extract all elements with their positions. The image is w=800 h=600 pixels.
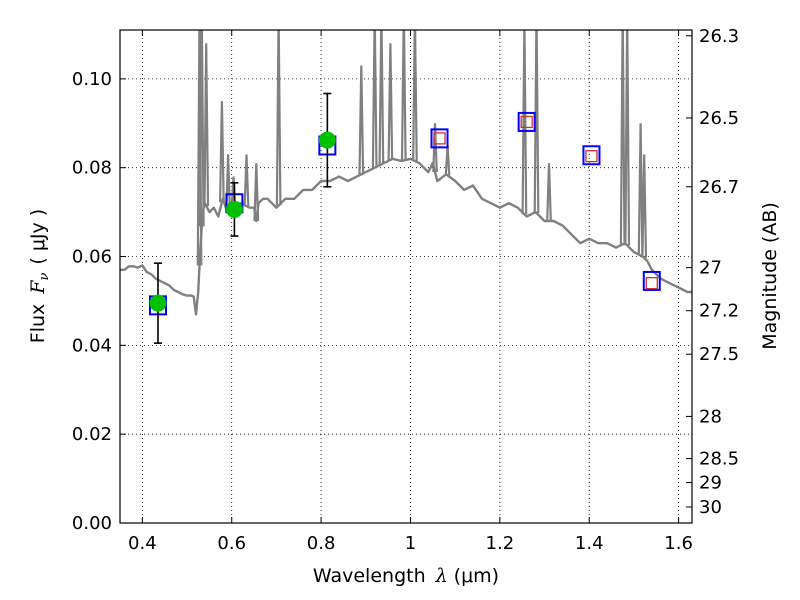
y-axis: 0.00 0.02 0.04 0.06 0.08 0.10: [72, 69, 126, 534]
y2-tick-label: 30: [699, 497, 722, 518]
x-axis: 0.4 0.6 0.8 1 1.2 1.4 1.6: [128, 30, 693, 554]
emission-line-spike: [275, 30, 282, 206]
predicted-photometry-square: [433, 132, 446, 145]
y-tick-label: 0.00: [72, 513, 112, 534]
y-tick-label: 0.06: [72, 247, 112, 268]
observed-photometry-point: [149, 294, 167, 312]
y-tick-label: 0.02: [72, 424, 112, 445]
emission-line-spike: [619, 30, 626, 245]
model-photometry-square: [642, 270, 661, 291]
y-tick-label: 0.04: [72, 335, 112, 356]
emission-line-spike: [253, 163, 260, 222]
y2-tick-label: 26.3: [699, 26, 739, 47]
emission-line-spike: [225, 154, 231, 212]
y2-tick-label: 28.5: [699, 449, 739, 470]
x-tick-label: 0.8: [307, 533, 336, 554]
plot-frame: [119, 29, 693, 524]
y-tick-label: 0.10: [72, 69, 112, 90]
x-tick-label: 1.6: [664, 533, 693, 554]
emission-line-spike: [533, 30, 540, 214]
y2-tick-label: 27: [699, 258, 722, 279]
y-tick-label: 0.08: [72, 158, 112, 179]
x-tick-label: 0.6: [217, 533, 246, 554]
y-axis-label: Flux Fν ( μJy ): [27, 209, 52, 343]
emission-line-spike: [432, 123, 438, 173]
emission-line-spike: [400, 30, 407, 161]
y-axis-label-symbol: F: [27, 280, 49, 295]
y2-tick-label: 27.2: [699, 301, 739, 322]
observed-photometry-point: [318, 131, 336, 149]
emission-line-spike: [198, 30, 205, 227]
y2-tick-label: 27.5: [699, 344, 739, 365]
emission-line-spike: [219, 101, 225, 203]
y2-tick-label: 28: [699, 406, 722, 427]
emission-line-spike: [412, 30, 418, 162]
x-tick-label: 1.2: [486, 533, 515, 554]
x-axis-label-prefix: Wavelength: [313, 565, 426, 587]
predicted-photometry-square: [520, 115, 533, 129]
model-photometry-square: [517, 111, 536, 132]
y2-tick-label: 29: [699, 473, 722, 494]
model-photometry-square: [430, 128, 449, 149]
emission-line-spike: [371, 30, 378, 168]
y-axis-label-subscript: ν: [37, 273, 52, 281]
x-tick-label: 1: [405, 533, 416, 554]
emission-line-spike: [387, 43, 394, 160]
spectrum-line: [120, 157, 692, 316]
emission-line-spike: [378, 30, 385, 165]
emission-line-spike: [546, 163, 552, 222]
x-tick-label: 1.4: [575, 533, 604, 554]
observed-photometry-point: [225, 200, 243, 218]
emission-line-spike: [521, 30, 528, 215]
y-axis-label-prefix: Flux: [27, 304, 49, 344]
emission-line-spike: [358, 65, 365, 175]
x-axis-label: Wavelength λ (μm): [313, 565, 499, 587]
y2-axis: 26.3 26.5 26.7 27 27.2 27.5 28 28.5 29 30: [686, 26, 739, 518]
emission-line-spike: [624, 30, 631, 246]
plot-area: [120, 30, 692, 344]
emission-line-spike: [243, 154, 250, 207]
model-photometry-square: [582, 145, 601, 166]
x-axis-label-unit: (μm): [454, 565, 499, 587]
x-axis-label-symbol: λ: [435, 565, 448, 587]
predicted-photometry-square: [585, 149, 598, 163]
y-axis-label-unit: ( μJy ): [27, 209, 49, 265]
predicted-photometry-square: [645, 277, 658, 290]
y2-axis-label: Magnitude (AB): [759, 202, 781, 350]
y2-tick-label: 26.7: [699, 177, 739, 198]
y2-tick-label: 26.5: [699, 108, 739, 129]
emission-line-spike: [641, 154, 648, 258]
emission-line-spike: [637, 123, 644, 256]
emission-line-spike: [203, 43, 210, 206]
x-tick-label: 0.4: [128, 533, 157, 554]
